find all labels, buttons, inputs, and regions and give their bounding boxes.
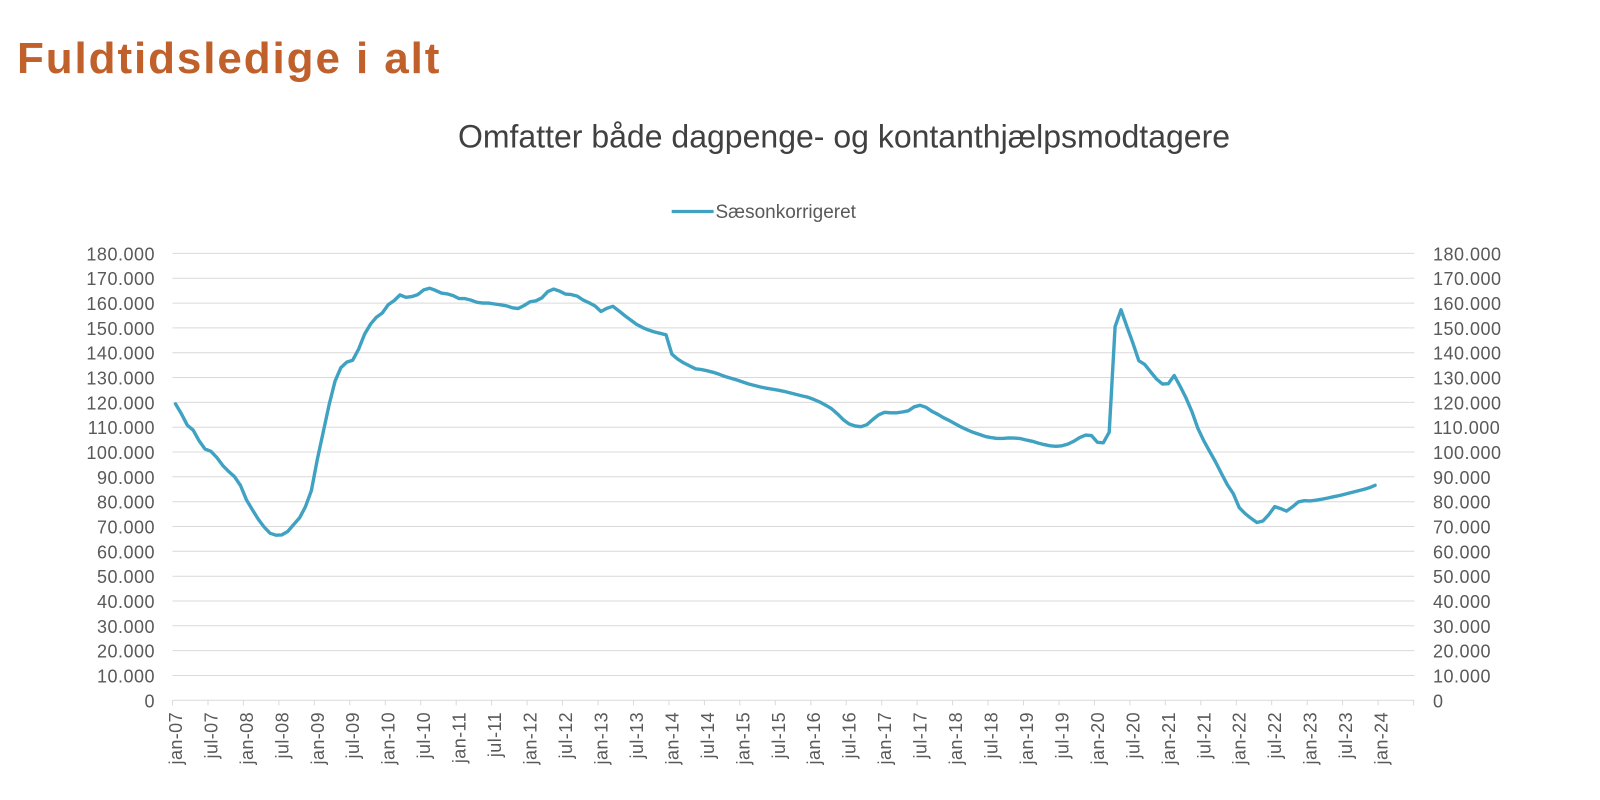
svg-text:80.000: 80.000: [97, 493, 155, 513]
svg-text:jan-15: jan-15: [733, 712, 753, 765]
svg-text:Sæsonkorrigeret: Sæsonkorrigeret: [716, 202, 857, 223]
svg-text:jan-09: jan-09: [308, 712, 328, 765]
svg-text:jul-14: jul-14: [698, 712, 718, 759]
svg-text:90.000: 90.000: [1433, 468, 1491, 488]
svg-text:jan-19: jan-19: [1017, 712, 1037, 765]
svg-text:jul-12: jul-12: [556, 712, 576, 759]
svg-text:180.000: 180.000: [86, 244, 155, 264]
svg-text:0: 0: [1433, 691, 1444, 711]
svg-text:170.000: 170.000: [1433, 269, 1502, 289]
svg-text:40.000: 40.000: [1433, 592, 1491, 612]
svg-text:jul-09: jul-09: [343, 712, 363, 759]
svg-text:120.000: 120.000: [1433, 393, 1502, 413]
svg-text:100.000: 100.000: [1433, 443, 1502, 463]
svg-text:50.000: 50.000: [97, 567, 155, 587]
svg-text:jul-15: jul-15: [769, 712, 789, 759]
svg-text:jul-17: jul-17: [911, 712, 931, 759]
svg-text:jan-07: jan-07: [166, 712, 186, 765]
svg-text:jul-07: jul-07: [201, 712, 221, 759]
svg-text:110.000: 110.000: [88, 418, 155, 438]
svg-text:150.000: 150.000: [1433, 319, 1502, 339]
svg-text:0: 0: [144, 691, 155, 711]
svg-text:70.000: 70.000: [97, 518, 155, 538]
svg-text:100.000: 100.000: [86, 443, 155, 463]
svg-text:110.000: 110.000: [1433, 418, 1500, 438]
svg-text:jul-13: jul-13: [627, 712, 647, 759]
svg-text:130.000: 130.000: [1433, 369, 1502, 389]
svg-text:70.000: 70.000: [1433, 518, 1491, 538]
svg-text:jan-22: jan-22: [1230, 712, 1250, 765]
svg-text:jan-18: jan-18: [946, 712, 966, 765]
svg-text:jan-21: jan-21: [1159, 712, 1179, 765]
svg-text:160.000: 160.000: [1433, 294, 1502, 314]
svg-text:jan-12: jan-12: [521, 712, 541, 765]
svg-text:40.000: 40.000: [97, 592, 155, 612]
svg-text:jul-20: jul-20: [1123, 712, 1143, 759]
svg-text:60.000: 60.000: [97, 542, 155, 562]
svg-text:20.000: 20.000: [97, 642, 155, 662]
svg-text:jul-19: jul-19: [1052, 712, 1072, 759]
svg-text:80.000: 80.000: [1433, 493, 1491, 513]
svg-text:jan-13: jan-13: [592, 712, 612, 765]
svg-text:170.000: 170.000: [86, 269, 155, 289]
svg-text:jan-08: jan-08: [237, 712, 257, 765]
svg-text:20.000: 20.000: [1433, 642, 1491, 662]
svg-text:130.000: 130.000: [86, 369, 155, 389]
svg-text:jul-18: jul-18: [982, 712, 1002, 759]
svg-text:160.000: 160.000: [86, 294, 155, 314]
svg-text:jan-17: jan-17: [875, 712, 895, 765]
svg-text:jul-08: jul-08: [272, 712, 292, 759]
svg-text:10.000: 10.000: [1433, 667, 1491, 687]
svg-text:jul-16: jul-16: [840, 712, 860, 759]
svg-text:60.000: 60.000: [1433, 542, 1491, 562]
svg-text:180.000: 180.000: [1433, 244, 1502, 264]
svg-text:140.000: 140.000: [1433, 344, 1502, 364]
svg-text:Fuldtidsledige i alt: Fuldtidsledige i alt: [17, 34, 441, 83]
svg-text:jan-14: jan-14: [662, 712, 682, 765]
svg-text:120.000: 120.000: [86, 393, 155, 413]
svg-text:jan-11: jan-11: [450, 712, 470, 764]
svg-text:jul-10: jul-10: [414, 712, 434, 759]
svg-text:90.000: 90.000: [97, 468, 155, 488]
svg-text:jan-16: jan-16: [804, 712, 824, 765]
svg-text:50.000: 50.000: [1433, 567, 1491, 587]
svg-text:140.000: 140.000: [86, 344, 155, 364]
svg-text:30.000: 30.000: [1433, 617, 1491, 637]
svg-text:jul-23: jul-23: [1336, 712, 1356, 759]
svg-text:jan-10: jan-10: [379, 712, 399, 765]
svg-text:jul-11: jul-11: [485, 712, 505, 758]
svg-text:jul-22: jul-22: [1265, 712, 1285, 759]
svg-text:jan-24: jan-24: [1372, 712, 1392, 765]
svg-text:jul-21: jul-21: [1194, 712, 1214, 759]
svg-text:150.000: 150.000: [86, 319, 155, 339]
svg-text:Omfatter både dagpenge- og kon: Omfatter både dagpenge- og kontanthjælps…: [458, 119, 1230, 155]
svg-text:30.000: 30.000: [97, 617, 155, 637]
svg-text:jan-20: jan-20: [1088, 712, 1108, 765]
svg-text:jan-23: jan-23: [1301, 712, 1321, 765]
svg-text:10.000: 10.000: [97, 667, 155, 687]
